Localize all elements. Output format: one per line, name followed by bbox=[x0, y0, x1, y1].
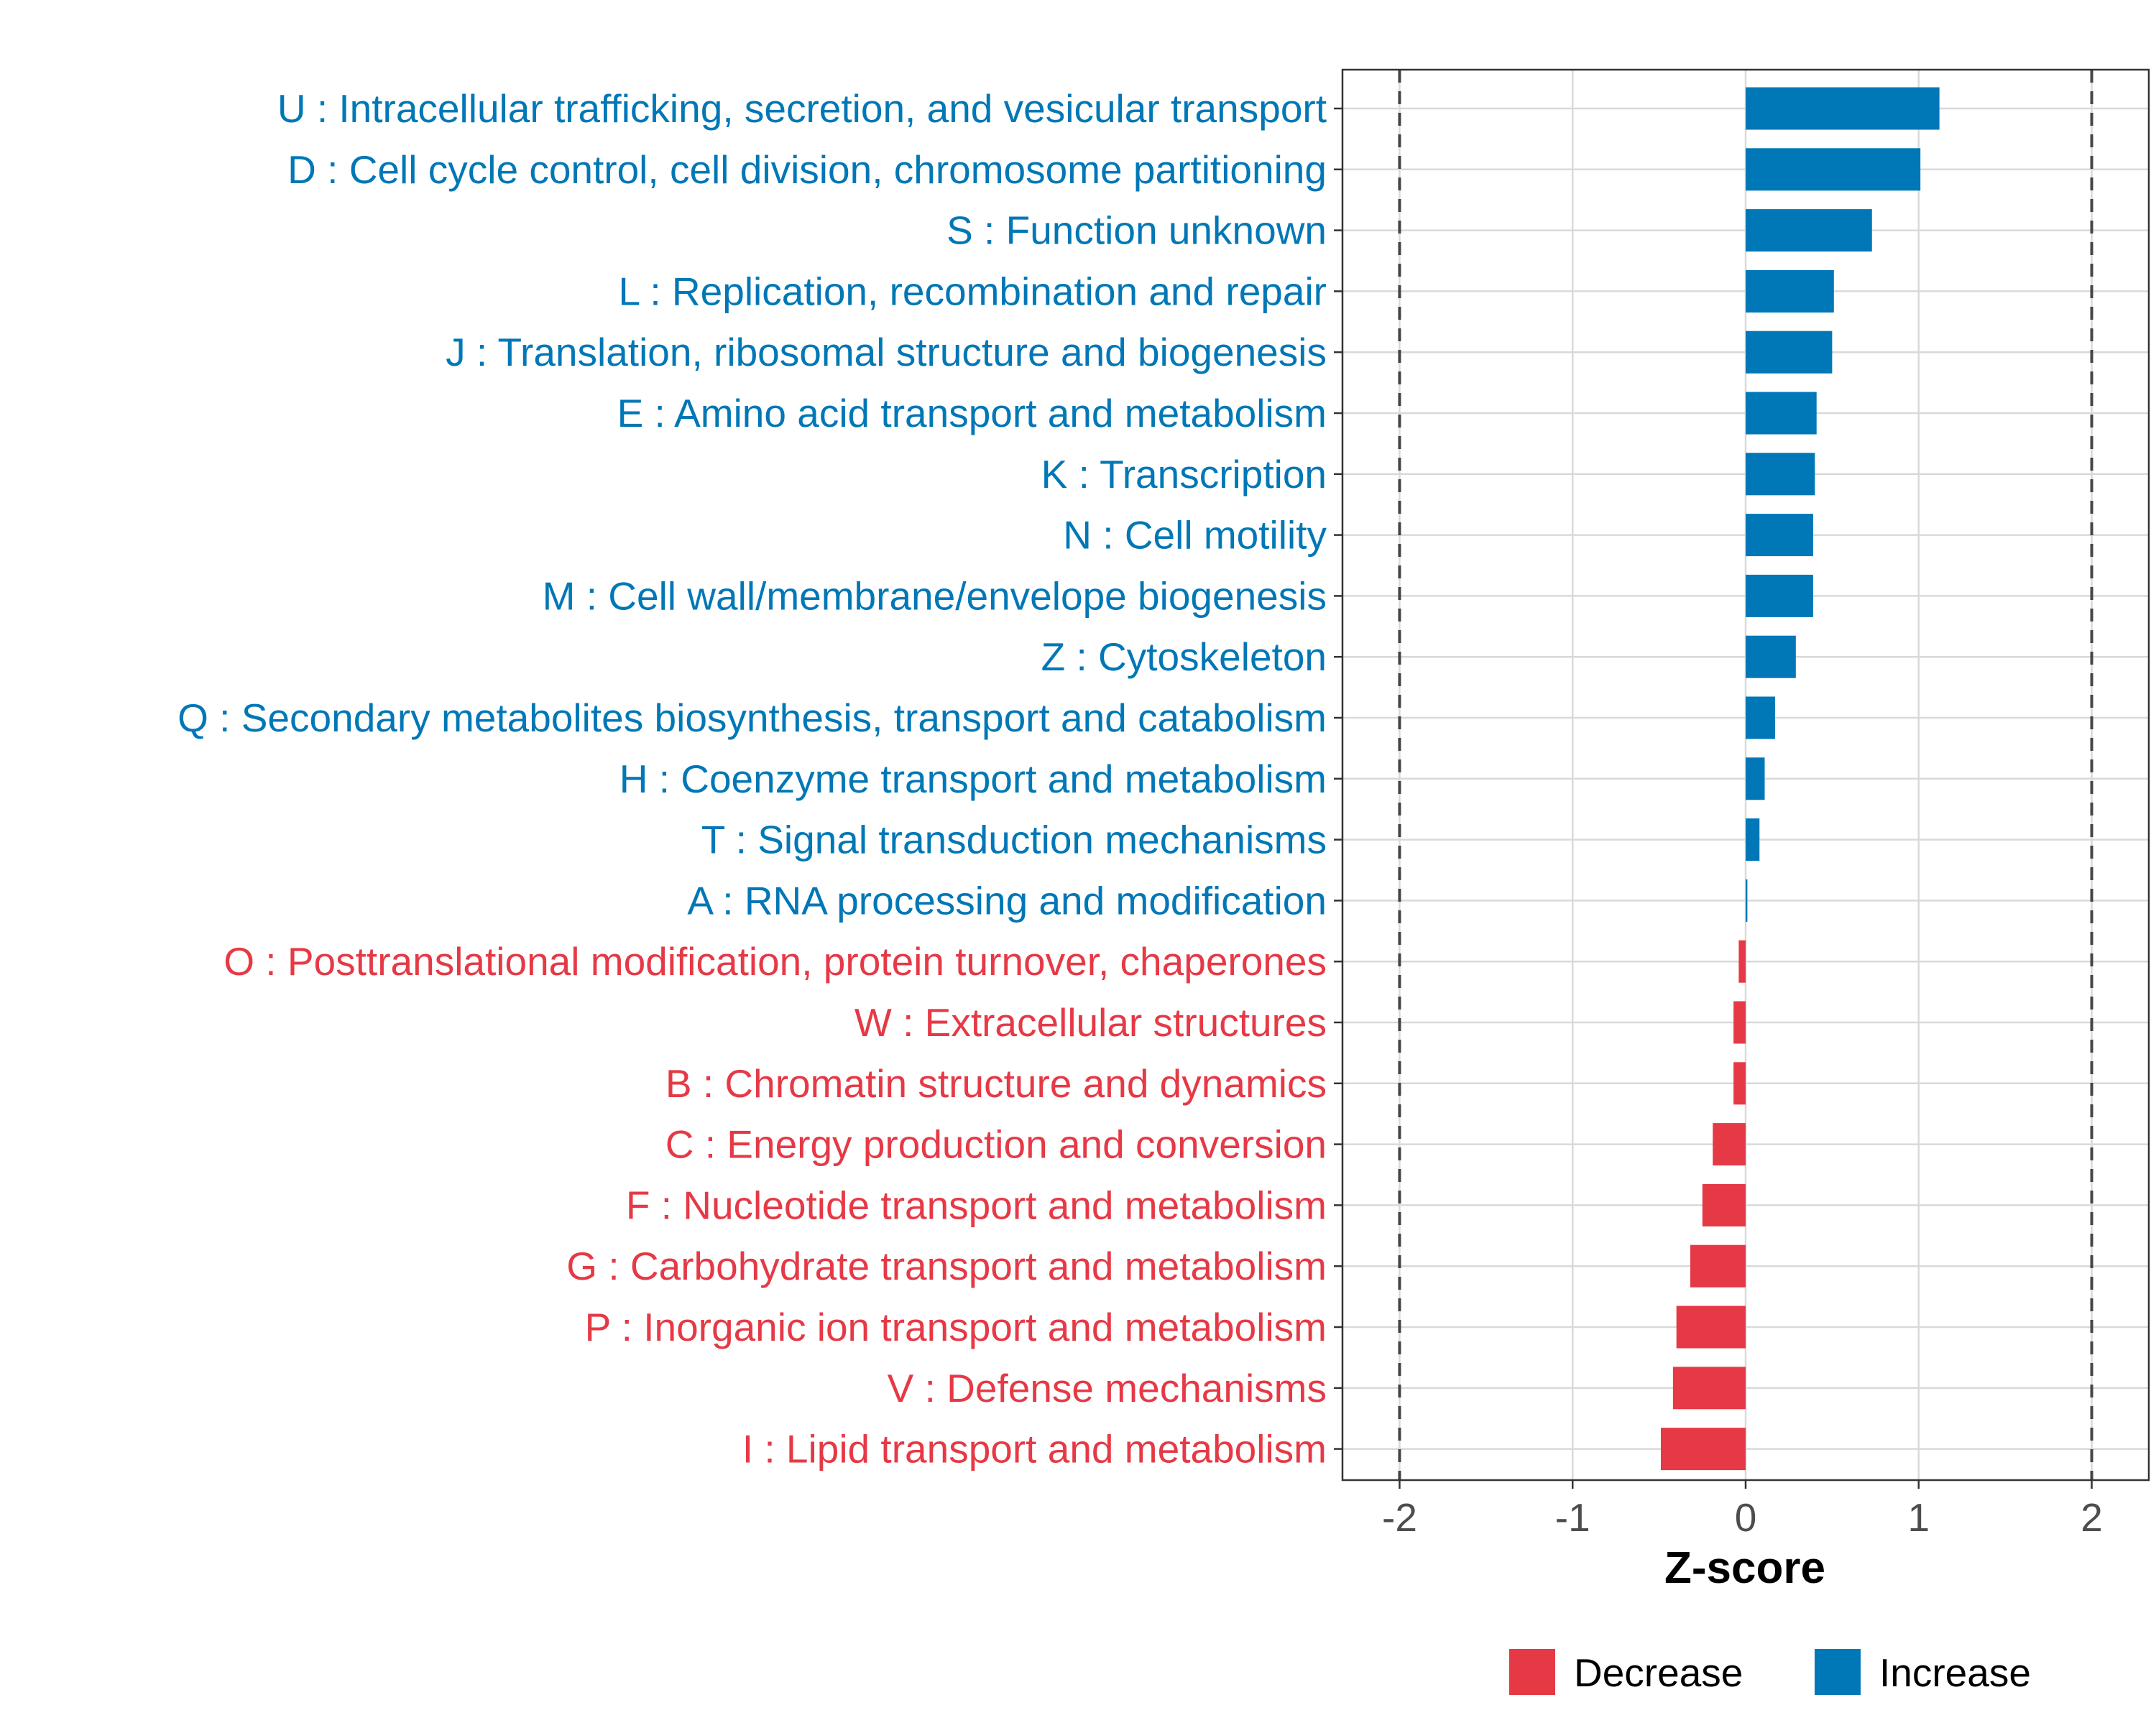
category-label: J : Translation, ribosomal structure and… bbox=[446, 330, 1327, 374]
category-label: V : Defense mechanisms bbox=[888, 1366, 1327, 1410]
bar bbox=[1738, 940, 1746, 983]
bar bbox=[1690, 1244, 1746, 1288]
x-tick-label: 2 bbox=[2081, 1495, 2103, 1540]
legend-swatch bbox=[1509, 1649, 1555, 1695]
category-label: D : Cell cycle control, cell division, c… bbox=[287, 147, 1327, 192]
bar bbox=[1746, 148, 1921, 191]
category-label: T : Signal transduction mechanisms bbox=[701, 818, 1327, 862]
bar bbox=[1702, 1183, 1746, 1226]
bar bbox=[1746, 818, 1760, 861]
x-tick-label: 0 bbox=[1735, 1495, 1757, 1540]
x-axis-title: Z-score bbox=[1664, 1543, 1825, 1593]
category-labels: U : Intracellular trafficking, secretion… bbox=[178, 86, 1342, 1471]
category-label: B : Chromatin structure and dynamics bbox=[665, 1061, 1327, 1106]
bar bbox=[1746, 331, 1833, 374]
category-label: P : Inorganic ion transport and metaboli… bbox=[585, 1305, 1327, 1349]
category-label: F : Nucleotide transport and metabolism bbox=[626, 1183, 1327, 1227]
legend-swatch bbox=[1815, 1649, 1861, 1695]
category-label: Q : Secondary metabolites biosynthesis, … bbox=[178, 696, 1327, 740]
category-label: M : Cell wall/membrane/envelope biogenes… bbox=[543, 573, 1327, 618]
category-label: N : Cell motility bbox=[1063, 513, 1327, 558]
bar bbox=[1746, 514, 1813, 557]
category-label: L : Replication, recombination and repai… bbox=[619, 269, 1327, 313]
bar bbox=[1672, 1367, 1746, 1410]
bar bbox=[1746, 87, 1940, 130]
x-tick-label: -2 bbox=[1382, 1495, 1417, 1540]
bar bbox=[1661, 1428, 1746, 1471]
category-label: I : Lipid transport and metabolism bbox=[742, 1427, 1327, 1471]
bar bbox=[1676, 1306, 1746, 1349]
bar bbox=[1746, 696, 1775, 739]
legend-label: Increase bbox=[1879, 1650, 2031, 1695]
bar bbox=[1746, 453, 1815, 496]
category-label: E : Amino acid transport and metabolism bbox=[617, 391, 1327, 435]
category-label: C : Energy production and conversion bbox=[665, 1122, 1327, 1167]
category-label: O : Posttranslational modification, prot… bbox=[224, 939, 1327, 984]
bar bbox=[1713, 1123, 1746, 1166]
bars-layer bbox=[1661, 87, 1940, 1471]
bar bbox=[1746, 757, 1765, 800]
category-label: K : Transcription bbox=[1041, 452, 1327, 496]
bar bbox=[1746, 209, 1872, 252]
category-label: A : RNA processing and modification bbox=[687, 878, 1327, 923]
x-tick-label: 1 bbox=[1907, 1495, 1930, 1540]
bar bbox=[1746, 879, 1748, 922]
category-label: G : Carbohydrate transport and metabolis… bbox=[566, 1244, 1327, 1288]
reference-lines bbox=[1398, 70, 2093, 1480]
x-axis: -2 -1 0 1 2 bbox=[1382, 1480, 2103, 1540]
category-label: H : Coenzyme transport and metabolism bbox=[619, 757, 1327, 801]
bar bbox=[1733, 1062, 1746, 1105]
category-label: W : Extracellular structures bbox=[854, 1000, 1327, 1045]
legend-label: Decrease bbox=[1574, 1650, 1743, 1695]
bar bbox=[1746, 635, 1796, 678]
category-label: S : Function unknown bbox=[946, 208, 1327, 253]
category-label: Z : Cytoskeleton bbox=[1041, 634, 1327, 679]
category-label: U : Intracellular trafficking, secretion… bbox=[277, 86, 1327, 131]
bar bbox=[1746, 574, 1813, 617]
bar bbox=[1746, 269, 1834, 313]
bar bbox=[1746, 392, 1817, 435]
bar bbox=[1733, 1001, 1746, 1044]
legend: Decrease Increase bbox=[1509, 1649, 2031, 1695]
x-tick-label: -1 bbox=[1555, 1495, 1590, 1540]
